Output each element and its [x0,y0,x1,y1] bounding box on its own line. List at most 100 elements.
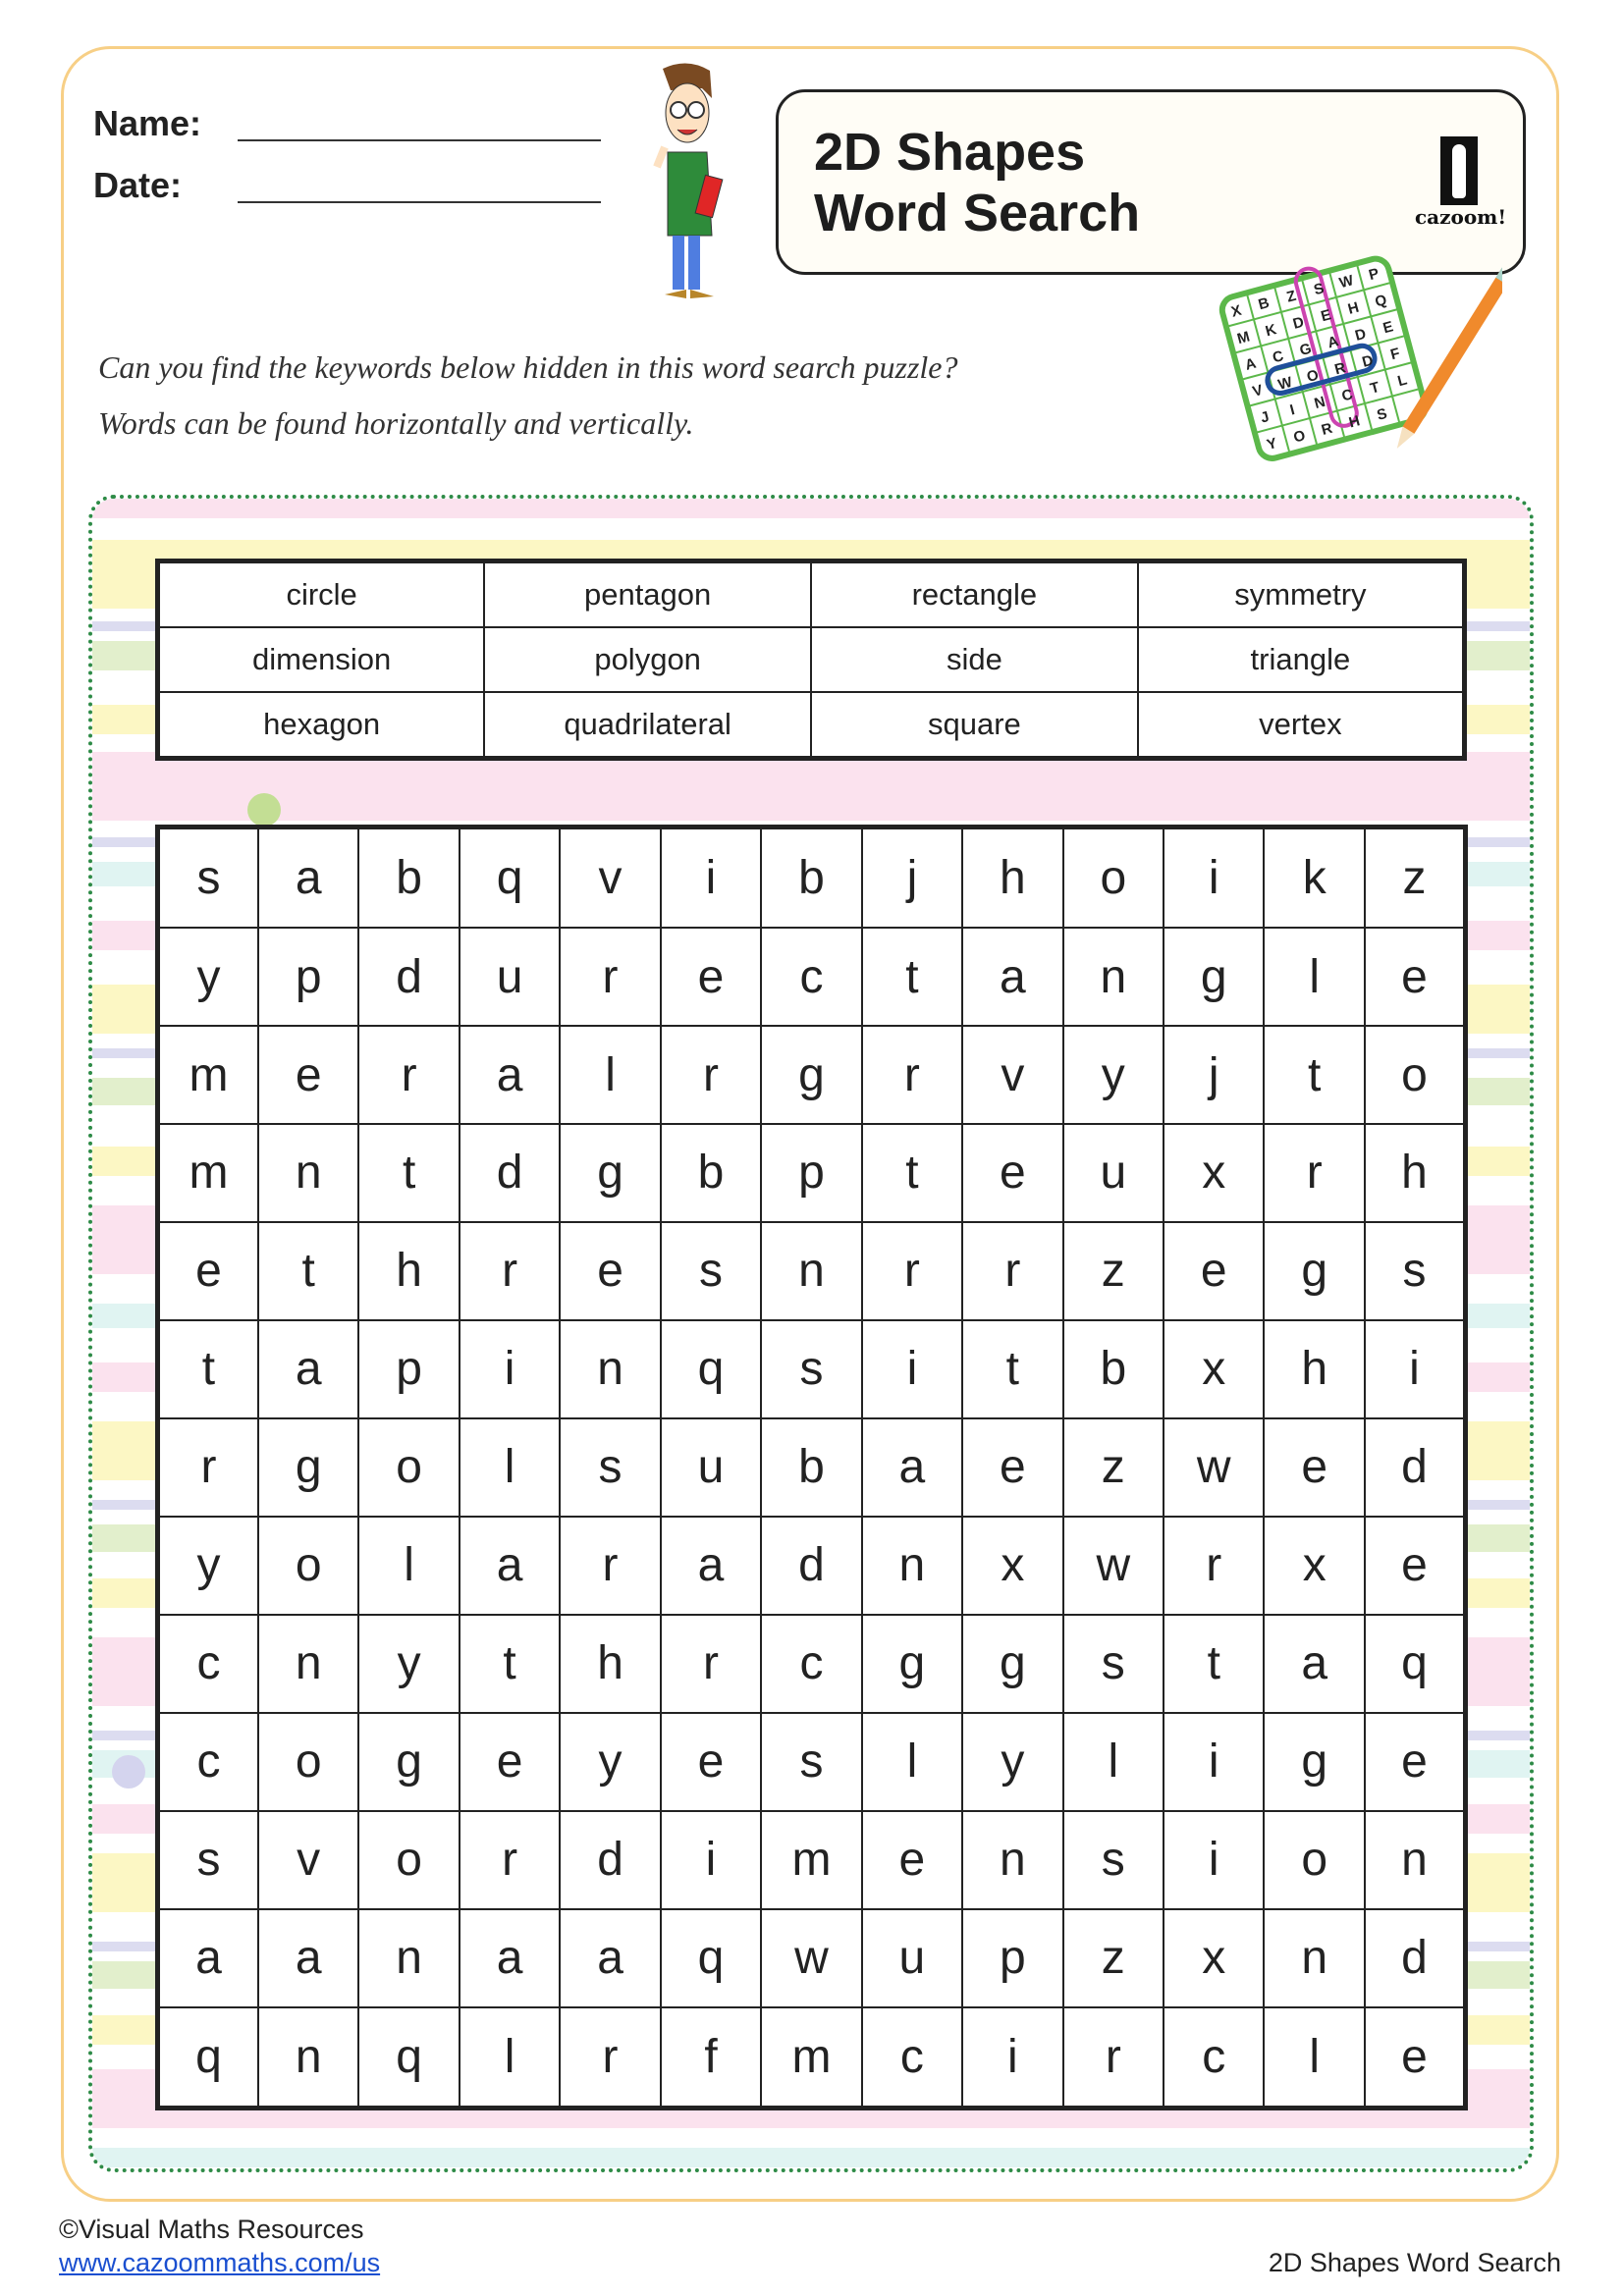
grid-cell[interactable]: q [357,2005,460,2109]
grid-cell[interactable]: t [357,1123,460,1223]
grid-cell[interactable]: r [860,1220,964,1321]
grid-cell[interactable]: q [156,2005,259,2109]
grid-cell[interactable]: t [156,1318,259,1419]
grid-cell[interactable]: s [1363,1220,1467,1321]
grid-cell[interactable]: b [659,1123,763,1223]
grid-cell[interactable]: g [357,1711,460,1812]
grid-cell[interactable]: e [1163,1220,1266,1321]
grid-cell[interactable]: r [156,1416,259,1518]
grid-cell[interactable]: p [961,1907,1064,2008]
grid-cell[interactable]: t [256,1220,360,1321]
grid-cell[interactable]: s [156,1809,259,1910]
grid-cell[interactable]: m [156,1025,259,1125]
grid-cell[interactable]: h [961,826,1064,930]
grid-cell[interactable]: g [1163,927,1266,1028]
grid-cell[interactable]: g [961,1613,1064,1714]
grid-cell[interactable]: l [1263,927,1366,1028]
grid-cell[interactable]: x [1263,1515,1366,1616]
grid-cell[interactable]: i [1163,1711,1266,1812]
grid-cell[interactable]: o [357,1416,460,1518]
grid-cell[interactable]: e [659,1711,763,1812]
grid-cell[interactable]: y [357,1613,460,1714]
grid-cell[interactable]: r [659,1025,763,1125]
grid-cell[interactable]: i [458,1318,562,1419]
grid-cell[interactable]: y [559,1711,662,1812]
grid-cell[interactable]: r [1163,1515,1266,1616]
grid-cell[interactable]: m [156,1123,259,1223]
grid-cell[interactable]: e [961,1123,1064,1223]
grid-cell[interactable]: a [156,1907,259,2008]
grid-cell[interactable]: x [1163,1123,1266,1223]
grid-cell[interactable]: u [458,927,562,1028]
cazoom-link[interactable]: www.cazoommaths.com/us [59,2248,381,2277]
grid-cell[interactable]: a [256,826,360,930]
grid-cell[interactable]: a [256,1907,360,2008]
grid-cell[interactable]: i [1363,1318,1467,1419]
grid-cell[interactable]: j [1163,1025,1266,1125]
grid-cell[interactable]: l [1263,2005,1366,2109]
grid-cell[interactable]: c [1163,2005,1266,2109]
grid-cell[interactable]: t [1263,1025,1366,1125]
grid-cell[interactable]: m [760,2005,863,2109]
grid-cell[interactable]: u [860,1907,964,2008]
grid-cell[interactable]: e [559,1220,662,1321]
grid-cell[interactable]: n [1263,1907,1366,2008]
grid-cell[interactable]: c [760,1613,863,1714]
grid-cell[interactable]: k [1263,826,1366,930]
grid-cell[interactable]: q [458,826,562,930]
grid-cell[interactable]: i [961,2005,1064,2109]
grid-cell[interactable]: j [860,826,964,930]
grid-cell[interactable]: g [1263,1220,1366,1321]
grid-cell[interactable]: e [961,1416,1064,1518]
grid-cell[interactable]: p [256,927,360,1028]
grid-cell[interactable]: a [256,1318,360,1419]
grid-cell[interactable]: e [1363,1711,1467,1812]
grid-cell[interactable]: i [1163,1809,1266,1910]
grid-cell[interactable]: m [760,1809,863,1910]
grid-cell[interactable]: r [559,927,662,1028]
grid-cell[interactable]: s [559,1416,662,1518]
grid-cell[interactable]: h [1263,1318,1366,1419]
grid-cell[interactable]: e [860,1809,964,1910]
grid-cell[interactable]: e [256,1025,360,1125]
grid-cell[interactable]: e [1363,2005,1467,2109]
grid-cell[interactable]: e [1363,927,1467,1028]
grid-cell[interactable]: d [458,1123,562,1223]
grid-cell[interactable]: v [961,1025,1064,1125]
grid-cell[interactable]: n [860,1515,964,1616]
grid-cell[interactable]: u [1061,1123,1165,1223]
grid-cell[interactable]: z [1061,1416,1165,1518]
grid-cell[interactable]: i [860,1318,964,1419]
grid-cell[interactable]: t [860,1123,964,1223]
grid-cell[interactable]: s [1061,1613,1165,1714]
grid-cell[interactable]: q [1363,1613,1467,1714]
grid-cell[interactable]: x [1163,1907,1266,2008]
grid-cell[interactable]: a [1263,1613,1366,1714]
grid-cell[interactable]: a [659,1515,763,1616]
grid-cell[interactable]: e [1363,1515,1467,1616]
grid-cell[interactable]: w [1163,1416,1266,1518]
grid-cell[interactable]: n [760,1220,863,1321]
grid-cell[interactable]: c [156,1613,259,1714]
grid-cell[interactable]: t [961,1318,1064,1419]
grid-cell[interactable]: f [659,2005,763,2109]
grid-cell[interactable]: b [357,826,460,930]
grid-cell[interactable]: o [1263,1809,1366,1910]
grid-cell[interactable]: u [659,1416,763,1518]
grid-cell[interactable]: n [256,1123,360,1223]
grid-cell[interactable]: s [760,1711,863,1812]
grid-cell[interactable]: g [1263,1711,1366,1812]
grid-cell[interactable]: n [1061,927,1165,1028]
date-field[interactable] [238,201,601,203]
grid-cell[interactable]: r [458,1220,562,1321]
grid-cell[interactable]: g [256,1416,360,1518]
grid-cell[interactable]: b [760,826,863,930]
grid-cell[interactable]: y [1061,1025,1165,1125]
grid-cell[interactable]: r [659,1613,763,1714]
grid-cell[interactable]: n [1363,1809,1467,1910]
grid-cell[interactable]: l [458,2005,562,2109]
grid-cell[interactable]: e [156,1220,259,1321]
grid-cell[interactable]: i [1163,826,1266,930]
grid-cell[interactable]: r [559,2005,662,2109]
grid-cell[interactable]: x [961,1515,1064,1616]
